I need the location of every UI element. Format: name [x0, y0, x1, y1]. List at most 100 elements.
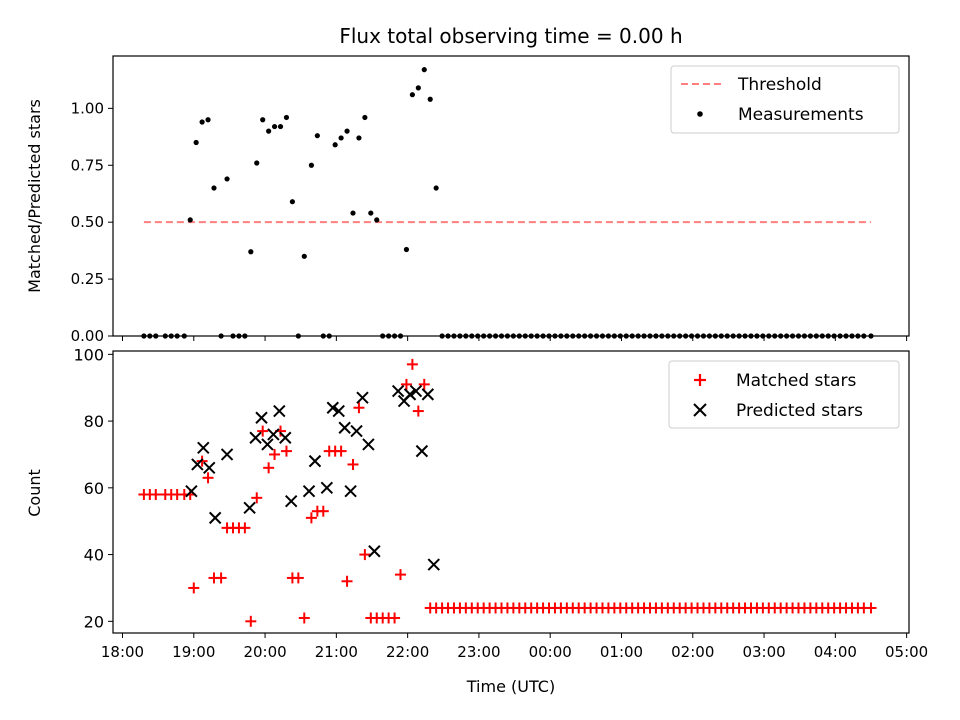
predicted-star-point	[185, 484, 198, 498]
matched-star-point	[418, 378, 430, 390]
bottom-x-tick-label: 18:00	[101, 643, 144, 661]
bottom-x-tick-label: 22:00	[386, 643, 429, 661]
measurement-point	[338, 135, 344, 141]
measurement-point	[332, 142, 338, 148]
matched-star-point	[251, 492, 263, 504]
predicted-star-point	[220, 448, 234, 461]
measurement-point	[308, 162, 315, 168]
measurement-point	[187, 217, 193, 223]
bottom-x-tick-label: 19:00	[172, 643, 215, 661]
legend-matched-swatch	[694, 374, 706, 386]
matched-star-point	[280, 445, 292, 457]
bottom-y-axis-label: Count	[25, 469, 44, 517]
predicted-star-point	[273, 404, 286, 418]
predicted-star-point	[203, 461, 216, 475]
matched-star-point	[269, 448, 281, 460]
measurement-point	[421, 67, 427, 73]
predicted-star-point	[197, 441, 210, 454]
measurement-point	[199, 119, 205, 125]
predicted-star-point	[249, 431, 262, 444]
bottom-y-tick-label: 40	[84, 546, 104, 565]
legend-measurements-label: Measurements	[738, 105, 864, 125]
top-y-tick-label: 0.75	[71, 156, 104, 174]
predicted-star-point	[350, 424, 363, 438]
top-plot-frame	[112, 55, 910, 337]
matched-star-point	[865, 602, 877, 614]
matched-star-point	[298, 612, 310, 624]
matched-star-point	[188, 582, 200, 594]
matched-star-point	[196, 455, 208, 467]
predicted-star-point	[267, 428, 280, 441]
bottom-x-tick-label: 04:00	[814, 643, 857, 661]
predicted-star-point	[338, 421, 351, 434]
matched-star-point	[400, 378, 412, 390]
matched-star-point	[257, 425, 269, 437]
measurement-point	[409, 92, 415, 98]
matched-star-point	[341, 575, 353, 587]
measurement-point	[301, 253, 307, 259]
bottom-legend: Matched stars Predicted stars	[668, 360, 900, 429]
measurement-point	[350, 210, 356, 216]
matched-star-point	[395, 569, 407, 581]
predicted-star-point	[344, 484, 357, 498]
top-legend: Threshold Measurements	[670, 65, 900, 134]
measurement-point	[283, 114, 290, 121]
measurement-point	[271, 123, 278, 130]
matched-star-point	[353, 402, 365, 414]
measurement-point	[433, 185, 439, 191]
bottom-plot-area	[138, 358, 877, 627]
top-chart-title: Flux total observing time = 0.00 h	[339, 24, 682, 48]
bottom-y-tick-label: 20	[84, 612, 104, 631]
bottom-x-tick-label: 23:00	[457, 643, 500, 661]
top-y-tick-label: 1.00	[71, 99, 104, 117]
predicted-star-point	[285, 494, 298, 508]
matched-star-point	[317, 505, 329, 517]
bottom-x-axis-label: Time (UTC)	[466, 677, 555, 696]
measurement-point	[356, 135, 362, 141]
bottom-x-tick-label: 20:00	[243, 643, 286, 661]
predicted-star-point	[332, 404, 345, 418]
bottom-y-tick-label: 60	[84, 479, 104, 498]
predicted-star-point	[191, 458, 204, 471]
bottom-x-tick-label: 01:00	[600, 643, 643, 661]
matched-star-point	[150, 489, 162, 501]
matched-star-point	[305, 512, 317, 524]
predicted-star-point	[356, 391, 369, 404]
measurement-point	[248, 249, 254, 255]
measurement-point	[193, 139, 199, 146]
legend-measurements-swatch	[697, 111, 703, 117]
matched-star-point	[215, 572, 227, 584]
matched-star-point	[412, 405, 424, 417]
predicted-star-point	[320, 481, 334, 495]
bottom-legend-box	[668, 360, 900, 429]
matched-star-point	[347, 458, 359, 470]
predicted-star-point	[261, 438, 274, 451]
bottom-x-tick-label: 05:00	[885, 643, 928, 661]
legend-threshold-label: Threshold	[737, 75, 822, 95]
matched-star-point	[406, 358, 418, 370]
predicted-star-point	[415, 444, 429, 458]
bottom-x-tick-label: 03:00	[742, 643, 785, 661]
predicted-star-point	[427, 558, 440, 571]
predicted-star-point	[308, 454, 322, 468]
measurement-point	[211, 185, 217, 191]
matched-star-point	[335, 445, 347, 457]
matched-star-point	[239, 522, 251, 534]
predicted-star-point	[279, 431, 292, 444]
predicted-star-point	[403, 388, 417, 401]
measurement-point	[254, 160, 260, 166]
measurement-point	[403, 246, 410, 253]
predicted-star-point	[368, 545, 381, 558]
bottom-plot-frame	[112, 350, 910, 634]
predicted-star-point	[255, 411, 268, 424]
matched-star-point	[292, 572, 304, 584]
measurement-point	[289, 199, 295, 205]
matched-star-point	[389, 612, 401, 624]
top-y-tick-label: 0.00	[71, 327, 104, 345]
measurement-point	[368, 210, 374, 216]
predicted-star-point	[362, 438, 375, 451]
matched-star-point	[202, 472, 214, 484]
matched-star-point	[263, 462, 275, 474]
legend-predicted-label: Predicted stars	[736, 401, 863, 421]
